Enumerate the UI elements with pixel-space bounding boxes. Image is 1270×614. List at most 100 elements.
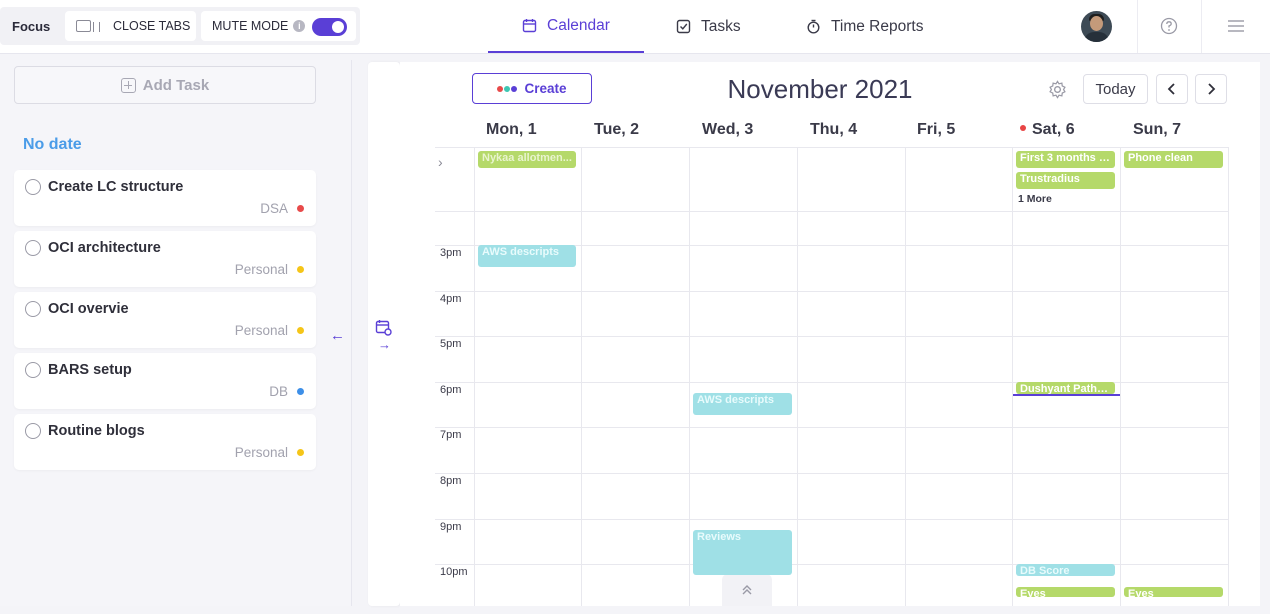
scroll-to-top-button[interactable] (722, 574, 772, 606)
collapse-panel-arrow-icon[interactable]: ← (330, 327, 345, 344)
hour-label: 10pm (440, 566, 468, 579)
tabs-icon (76, 20, 104, 32)
day-column-line (1228, 147, 1229, 606)
task-card[interactable]: Create LC structure DSA (14, 170, 316, 226)
day-header[interactable]: Wed, 3 (702, 121, 754, 138)
create-button[interactable]: Create (472, 73, 592, 104)
calendar-settings-icon[interactable] (375, 319, 393, 337)
task-checkbox[interactable] (25, 362, 41, 378)
day-header[interactable]: Sun, 7 (1133, 121, 1182, 138)
timed-event[interactable]: AWS descripts (693, 393, 792, 415)
today-button[interactable]: Today (1083, 74, 1148, 104)
focus-label: Focus (12, 19, 51, 34)
timed-event[interactable]: Reviews (693, 530, 792, 575)
hour-line (435, 518, 1228, 520)
day-column-line (1012, 147, 1013, 606)
checkbox-icon (676, 19, 691, 34)
tag-color-dot (297, 449, 304, 456)
double-chevron-up-icon (742, 585, 752, 595)
today-dot (1020, 124, 1026, 131)
hour-line (435, 473, 1228, 474)
timed-event[interactable]: Eyes (1124, 587, 1223, 597)
mute-mode-control: MUTE MODE i (201, 11, 356, 41)
tab-time-reports[interactable]: Time Reports (806, 0, 923, 53)
expand-arrow-icon[interactable]: → (378, 337, 391, 352)
task-card[interactable]: Routine blogs Personal (14, 414, 316, 470)
task-checkbox[interactable] (25, 301, 41, 317)
hour-line (435, 564, 1228, 566)
day-header[interactable]: Tue, 2 (594, 121, 640, 138)
side-strip: → (368, 62, 400, 606)
task-checkbox[interactable] (25, 179, 41, 195)
hamburger-menu-icon[interactable] (1227, 18, 1245, 34)
hour-label: 6pm (440, 383, 462, 396)
tag-color-dot (297, 327, 304, 334)
all-day-expand-chevron-icon[interactable]: › (438, 154, 443, 170)
task-tag: Personal (234, 262, 288, 277)
divider (1201, 0, 1202, 53)
task-card[interactable]: OCI overvie Personal (14, 292, 316, 348)
task-card[interactable]: OCI architecture Personal (14, 231, 316, 287)
avatar[interactable] (1081, 11, 1112, 42)
task-checkbox[interactable] (25, 240, 41, 256)
timed-event[interactable]: DB Score (1016, 564, 1115, 577)
hour-label: 5pm (440, 338, 462, 351)
day-header[interactable]: Fri, 5 (917, 121, 956, 138)
task-tag: DSA (260, 201, 288, 216)
task-tag: Personal (234, 445, 288, 460)
tab-time-reports-label: Time Reports (831, 17, 924, 35)
day-header[interactable]: Thu, 4 (810, 121, 858, 138)
add-task-button[interactable]: Add Task (14, 66, 316, 104)
day-column-line (474, 147, 475, 606)
close-tabs-label: CLOSE TABS (113, 19, 191, 33)
grid-line (435, 147, 1228, 148)
task-title: Routine blogs (48, 423, 145, 439)
help-icon[interactable] (1160, 17, 1178, 35)
all-day-event[interactable]: First 3 months a... (1016, 151, 1115, 168)
day-header-today[interactable]: Sat, 6 (1020, 121, 1075, 139)
all-day-event[interactable]: Nykaa allotmen... (478, 151, 576, 168)
task-title: OCI overvie (48, 301, 129, 317)
more-events-link[interactable]: 1 More (1018, 193, 1052, 205)
task-tag: DB (269, 384, 288, 399)
plus-icon (120, 77, 136, 93)
timed-event[interactable]: Eyes (1016, 587, 1115, 597)
next-week-button[interactable] (1195, 74, 1227, 104)
calendar-icon (522, 19, 537, 33)
tab-tasks[interactable]: Tasks (676, 0, 741, 53)
timed-event[interactable]: Dushyant Patha... (1016, 381, 1115, 394)
day-column-line (1120, 147, 1121, 606)
hour-label: 8pm (440, 475, 462, 487)
create-dots-icon (497, 85, 518, 92)
close-tabs-button[interactable]: CLOSE TABS (65, 11, 196, 41)
task-checkbox[interactable] (25, 423, 41, 439)
chevron-left-icon (1167, 83, 1175, 95)
task-title: Create LC structure (48, 179, 184, 195)
grid-line (435, 211, 1228, 212)
previous-week-button[interactable] (1156, 74, 1188, 104)
top-bar: Focus CLOSE TABS MUTE MODE i Calendar Ta… (0, 0, 1270, 54)
day-column-line (689, 147, 690, 606)
task-card[interactable]: BARS setup DB (14, 353, 316, 409)
mute-mode-toggle[interactable] (312, 18, 347, 36)
divider (1137, 0, 1138, 53)
all-day-event[interactable]: Trustradius (1016, 172, 1115, 189)
hour-line (435, 336, 1228, 338)
hour-line (435, 245, 1228, 246)
gear-icon[interactable] (1048, 80, 1067, 99)
stopwatch-icon (807, 19, 820, 34)
tag-color-dot (297, 266, 304, 273)
day-header[interactable]: Mon, 1 (486, 121, 537, 138)
month-title: November 2021 (727, 74, 913, 104)
day-column-line (905, 147, 906, 606)
task-panel: Add Task No date Create LC structure DSA… (0, 60, 352, 606)
info-icon[interactable]: i (293, 20, 306, 32)
chevron-right-icon (1208, 83, 1216, 95)
timed-event[interactable]: AWS descripts (478, 245, 576, 267)
tab-calendar[interactable]: Calendar (488, 0, 644, 53)
create-label: Create (524, 81, 567, 96)
hour-line (435, 290, 1228, 292)
hour-label: 3pm (440, 247, 462, 259)
all-day-event[interactable]: Phone clean (1124, 151, 1223, 168)
task-title: OCI architecture (48, 240, 161, 256)
